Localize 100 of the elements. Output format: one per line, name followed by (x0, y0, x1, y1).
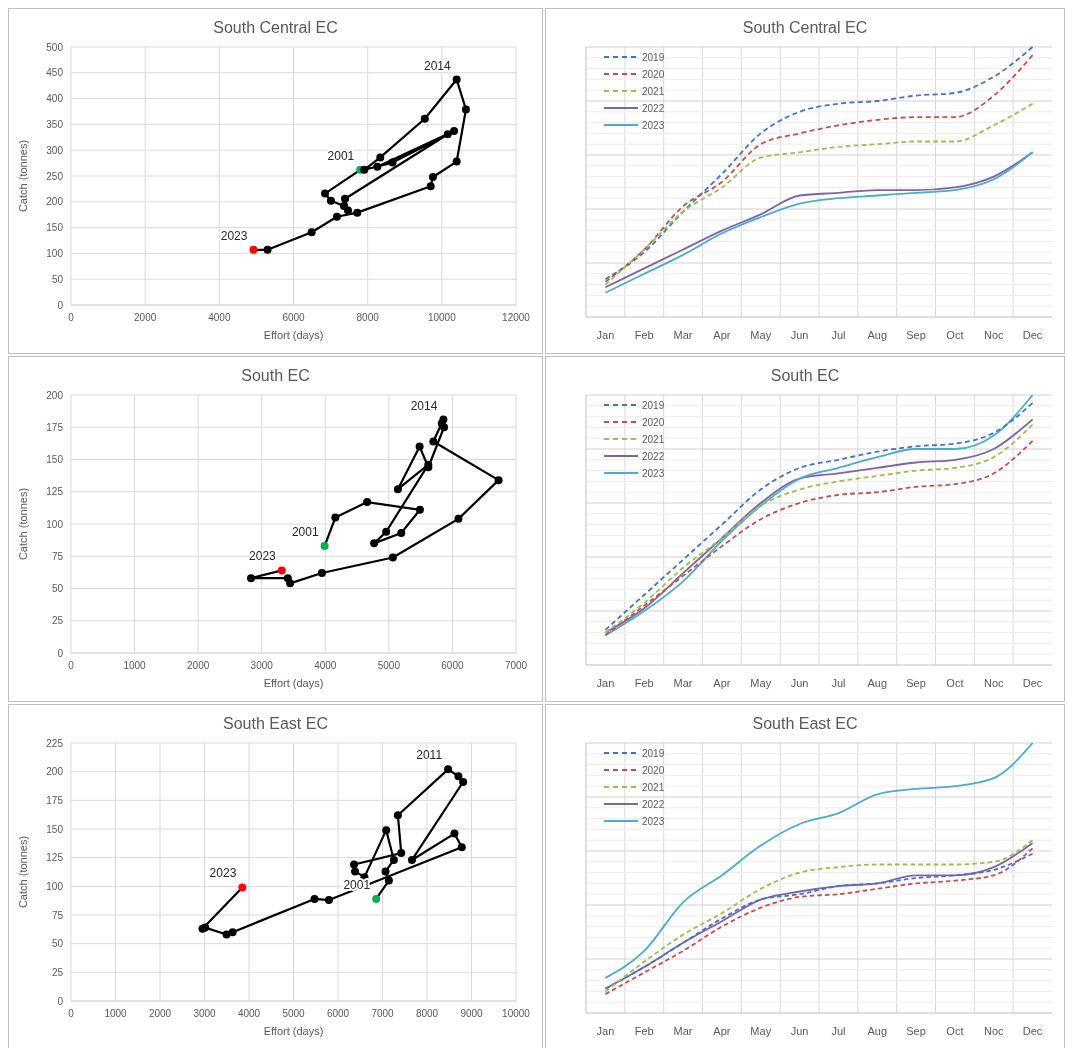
legend-label: 2023 (642, 816, 665, 827)
point (429, 437, 438, 446)
point (382, 826, 391, 835)
x-tick-label: Mar (673, 1025, 693, 1037)
x-tick-label: Apr (713, 329, 731, 341)
y-tick-label: 25 (51, 615, 64, 627)
point (450, 829, 459, 838)
point (247, 574, 256, 583)
legend-label: 2022 (642, 799, 665, 810)
x-tick-label: Oct (946, 329, 964, 341)
point (307, 228, 316, 237)
x-tick-label: Mar (673, 677, 693, 689)
point (459, 777, 468, 786)
point (341, 194, 350, 203)
y-tick-label: 400 (46, 93, 64, 105)
x-tick-label: May (750, 1025, 772, 1037)
legend-label: 2020 (642, 765, 665, 776)
x-tick-label: 7000 (371, 1008, 395, 1019)
point (454, 772, 463, 781)
chart-title: South Central EC (742, 19, 868, 36)
y-tick-label: 150 (46, 454, 64, 465)
x-tick-label: 6000 (441, 660, 464, 671)
point (389, 855, 398, 864)
x-tick-label: 5000 (377, 660, 401, 671)
point (373, 162, 382, 171)
x-tick-label: Oct (946, 1025, 964, 1037)
x-tick-label: Noc (983, 1025, 1005, 1037)
x-tick-label: Jun (790, 677, 809, 689)
legend-label: 2022 (642, 451, 665, 462)
x-tick-label: Dec (1022, 1025, 1043, 1037)
y-tick-label: 75 (51, 550, 64, 562)
point (344, 206, 353, 215)
x-tick-label: Sep (906, 677, 926, 689)
y-tick-label: 200 (46, 389, 64, 401)
y-tick-label: 200 (46, 196, 64, 208)
y-tick-label: 0 (57, 647, 64, 659)
x-tick-label: Aug (867, 1025, 888, 1037)
x-tick-label: Jan (596, 1025, 615, 1037)
point (353, 208, 362, 217)
legend-label: 2022 (642, 103, 665, 114)
x-tick-label: 4000 (208, 312, 231, 323)
legend-label: 2023 (642, 120, 665, 131)
y-tick-label: 100 (46, 880, 64, 892)
annotation: 2014 (410, 398, 438, 413)
y-tick-label: 225 (46, 737, 64, 749)
legend-label: 2020 (642, 69, 665, 80)
y-axis-title: Catch (tonnes) (17, 487, 29, 561)
point (376, 153, 385, 162)
y-tick-label: 150 (46, 222, 64, 234)
point (494, 476, 503, 485)
point (420, 114, 429, 123)
y-tick-label: 300 (46, 144, 64, 156)
x-tick-label: Sep (906, 1025, 926, 1037)
y-tick-label: 0 (57, 995, 64, 1007)
x-tick-label: Noc (983, 677, 1005, 689)
point (320, 541, 329, 550)
x-tick-label: Jun (790, 329, 809, 341)
chart-title: South East EC (223, 715, 328, 732)
x-tick-label: Mar (673, 329, 693, 341)
y-tick-label: 50 (51, 273, 64, 285)
x-tick-label: 0 (68, 312, 75, 323)
x-tick-label: Noc (983, 329, 1005, 341)
point (324, 896, 333, 905)
annotation: 2014 (423, 58, 451, 73)
point (393, 811, 402, 820)
point (384, 876, 393, 885)
x-tick-label: 0 (68, 660, 75, 671)
point (277, 566, 286, 575)
x-tick-label: 4000 (237, 1008, 261, 1019)
y-tick-label: 25 (51, 966, 64, 978)
x-tick-label: 8000 (356, 312, 380, 323)
point (317, 569, 326, 578)
point (249, 245, 258, 254)
x-tick-label: 12000 (502, 312, 531, 323)
point (461, 105, 470, 114)
x-tick-label: 10000 (502, 1008, 531, 1019)
x-tick-label: Jul (831, 677, 846, 689)
y-tick-label: 75 (51, 909, 64, 921)
x-tick-label: 2000 (148, 1008, 172, 1019)
y-tick-label: 500 (46, 41, 64, 53)
y-tick-label: 175 (46, 421, 64, 433)
point (372, 894, 381, 903)
y-tick-label: 250 (46, 170, 64, 182)
legend-label: 2019 (642, 748, 665, 759)
x-tick-label: Feb (634, 677, 654, 689)
x-axis-title: Effort (days) (263, 1025, 324, 1037)
point (397, 849, 406, 858)
point (452, 157, 461, 166)
point (407, 855, 416, 864)
y-tick-label: 450 (46, 67, 64, 79)
point (228, 928, 237, 937)
x-tick-label: Oct (946, 677, 964, 689)
x-tick-label: Aug (867, 329, 888, 341)
annotation: 2011 (416, 748, 443, 763)
point (238, 883, 247, 892)
legend-label: 2021 (642, 434, 665, 445)
point (326, 196, 335, 205)
x-tick-label: 8000 (415, 1008, 439, 1019)
point (351, 867, 360, 876)
point (457, 843, 466, 852)
